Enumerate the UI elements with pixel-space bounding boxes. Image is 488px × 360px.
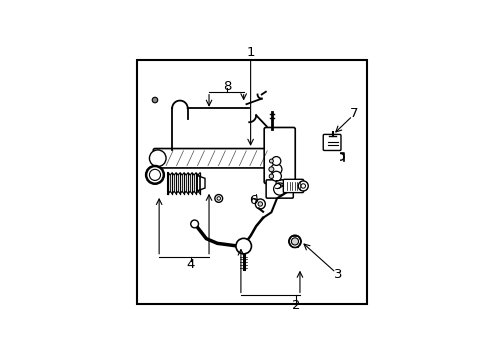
Circle shape bbox=[273, 183, 285, 195]
Circle shape bbox=[255, 199, 265, 209]
Text: 3: 3 bbox=[333, 268, 342, 281]
Circle shape bbox=[271, 171, 281, 181]
Circle shape bbox=[214, 194, 222, 202]
Circle shape bbox=[268, 167, 273, 172]
Text: 8: 8 bbox=[223, 80, 231, 93]
Circle shape bbox=[190, 220, 198, 228]
Polygon shape bbox=[197, 176, 204, 191]
Circle shape bbox=[146, 166, 163, 184]
Circle shape bbox=[268, 174, 273, 179]
FancyBboxPatch shape bbox=[153, 149, 284, 168]
FancyBboxPatch shape bbox=[323, 134, 340, 150]
Text: 1: 1 bbox=[246, 46, 254, 59]
Text: 5: 5 bbox=[273, 179, 282, 193]
Text: 6: 6 bbox=[249, 194, 257, 207]
Circle shape bbox=[217, 197, 220, 200]
FancyBboxPatch shape bbox=[283, 179, 303, 193]
Circle shape bbox=[269, 159, 273, 163]
Circle shape bbox=[288, 235, 301, 247]
Circle shape bbox=[149, 150, 166, 167]
FancyBboxPatch shape bbox=[265, 180, 293, 198]
Circle shape bbox=[152, 97, 158, 103]
Circle shape bbox=[149, 169, 160, 180]
Circle shape bbox=[258, 202, 262, 206]
Text: 4: 4 bbox=[186, 258, 195, 271]
FancyBboxPatch shape bbox=[264, 127, 295, 184]
Text: 2: 2 bbox=[291, 299, 300, 312]
FancyBboxPatch shape bbox=[137, 60, 366, 304]
Circle shape bbox=[235, 238, 251, 254]
Circle shape bbox=[270, 164, 282, 175]
Circle shape bbox=[298, 181, 307, 191]
Text: 7: 7 bbox=[349, 107, 358, 120]
Circle shape bbox=[271, 157, 280, 166]
Circle shape bbox=[291, 238, 298, 245]
Circle shape bbox=[301, 184, 305, 188]
